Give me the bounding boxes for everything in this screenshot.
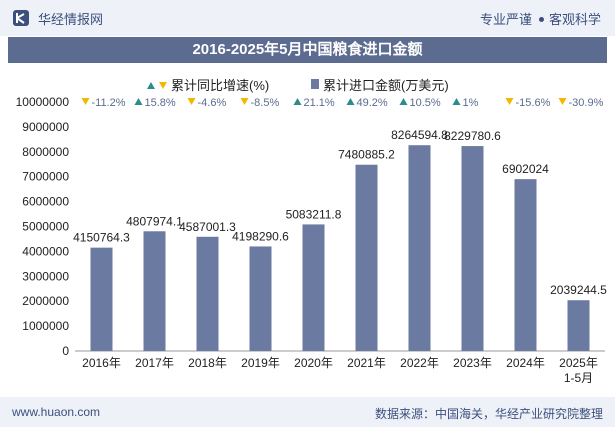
growth-up-triangle-icon xyxy=(452,98,461,105)
bar xyxy=(249,246,272,351)
brand-name: 华经情报网 xyxy=(38,12,104,27)
bar xyxy=(355,164,378,351)
bar-value-label: 8229780.6 xyxy=(444,129,501,143)
tag-objective: 客观科学 xyxy=(548,12,601,27)
bar-value-label: 6902024 xyxy=(502,162,549,176)
growth-rate-label: 49.2% xyxy=(357,97,388,109)
separator-dot-icon xyxy=(538,17,544,23)
bar xyxy=(302,224,325,351)
x-tick-label: 2020年 xyxy=(294,356,333,370)
growth-down-triangle-icon xyxy=(505,98,514,105)
x-tick-label: 2019年 xyxy=(241,356,280,370)
growth-up-triangle-icon xyxy=(346,98,355,105)
x-tick-label: 2022年 xyxy=(400,356,439,370)
growth-up-triangle-icon xyxy=(399,98,408,105)
x-tick-label: 2016年 xyxy=(82,356,121,370)
y-tick-label: 2000000 xyxy=(22,294,69,308)
legend-up-triangle-icon xyxy=(147,82,155,89)
header-bar: 华经情报网 专业严谨 客观科学 xyxy=(0,0,615,36)
growth-down-triangle-icon xyxy=(187,98,196,105)
footer-bar: www.huaon.com 数据来源：中国海关，华经产业研究院整理 xyxy=(0,397,615,427)
bar-value-label: 5083211.8 xyxy=(286,207,342,221)
tag-professional: 专业严谨 xyxy=(479,12,532,27)
y-tick-label: 6000000 xyxy=(22,195,69,209)
bar xyxy=(143,231,166,351)
footer-site: www.huaon.com xyxy=(12,405,101,419)
bar xyxy=(514,179,537,351)
header-tags: 专业严谨 客观科学 xyxy=(480,9,601,28)
growth-rate-label: 10.5% xyxy=(410,97,441,109)
bar-value-label: 4198290.6 xyxy=(232,229,289,243)
bar xyxy=(408,145,431,351)
x-tick-label: 1-5月 xyxy=(564,371,593,385)
bar-chart: 累计同比增速(%) 累计进口金额(万美元) 0 1000000 2000000 30000… xyxy=(16,78,608,385)
growth-rate-label: -11.2% xyxy=(92,97,126,109)
footer-source: 数据来源：中国海关，华经产业研究院整理 xyxy=(374,407,603,421)
x-tick-label: 2018年 xyxy=(188,356,227,370)
growth-rate-label: 21.1% xyxy=(304,97,335,109)
legend-growth-label: 累计同比增速(%) xyxy=(171,78,269,93)
growth-rate-label: -30.9% xyxy=(569,97,604,109)
x-tick-label: 2025年 xyxy=(559,356,598,370)
growth-rate-label: -8.5% xyxy=(251,97,280,109)
y-tick-label: 5000000 xyxy=(22,220,69,234)
x-tick-label: 2023年 xyxy=(453,356,492,370)
legend-amount-label: 累计进口金额(万美元) xyxy=(323,78,449,93)
bar xyxy=(196,236,219,351)
bar-value-label: 7480885.2 xyxy=(338,148,395,162)
growth-rate-label: -15.6% xyxy=(516,97,551,109)
bar-value-label: 8264594.8 xyxy=(391,128,448,142)
x-tick-label: 2021年 xyxy=(347,356,386,370)
y-tick-label: 10000000 xyxy=(16,95,70,109)
growth-rate-label: 15.8% xyxy=(145,97,176,109)
legend-down-triangle-icon xyxy=(159,82,167,89)
growth-rate-label: 1% xyxy=(463,97,479,109)
y-tick-label: 4000000 xyxy=(22,244,69,258)
y-tick-label: 7000000 xyxy=(22,170,69,184)
bar xyxy=(461,146,484,351)
bar-value-label: 4150764.3 xyxy=(73,231,130,245)
growth-up-triangle-icon xyxy=(293,98,302,105)
y-tick-label: 0 xyxy=(62,344,69,358)
bar xyxy=(567,300,590,351)
y-tick-label: 3000000 xyxy=(22,269,69,283)
x-tick-label: 2024年 xyxy=(506,356,545,370)
bar xyxy=(90,247,113,351)
growth-up-triangle-icon xyxy=(134,98,143,105)
huajing-logo-icon xyxy=(13,10,29,26)
y-tick-label: 8000000 xyxy=(22,145,69,159)
growth-down-triangle-icon xyxy=(240,98,249,105)
growth-rate-label: -4.6% xyxy=(198,97,227,109)
y-tick-label: 9000000 xyxy=(22,120,69,134)
growth-down-triangle-icon xyxy=(81,98,90,105)
legend-bar-swatch xyxy=(311,79,319,89)
y-tick-label: 1000000 xyxy=(22,319,69,333)
bar-value-label: 2039244.5 xyxy=(550,283,607,297)
x-tick-label: 2017年 xyxy=(135,356,174,370)
bar-value-label: 4587001.3 xyxy=(179,220,236,234)
chart-title: 2016-2025年5月中国粮食进口金额 xyxy=(8,37,607,63)
bar-value-label: 4807974.1 xyxy=(126,214,183,228)
growth-down-triangle-icon xyxy=(558,98,567,105)
